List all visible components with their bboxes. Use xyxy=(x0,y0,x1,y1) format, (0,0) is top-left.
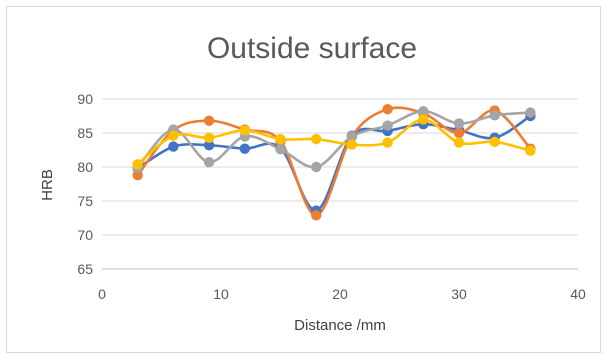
chart-title: Outside surface xyxy=(207,32,417,65)
data-point-series-3 xyxy=(453,118,465,129)
x-tick-labels: 0 10 20 30 40 xyxy=(98,286,586,302)
data-point-series-3 xyxy=(203,157,215,168)
y-tick-label: 80 xyxy=(77,159,93,175)
chart-frame xyxy=(6,6,601,353)
data-point-series-4 xyxy=(453,137,465,148)
data-point-series-4 xyxy=(489,136,500,148)
x-tick-label: 30 xyxy=(451,286,467,302)
data-point-series-2 xyxy=(132,169,143,181)
y-tick-label: 65 xyxy=(77,261,93,277)
data-point-series-4 xyxy=(275,133,286,145)
y-tick-label: 85 xyxy=(77,125,93,141)
series-line-2 xyxy=(136,106,532,217)
data-point-series-2 xyxy=(311,210,322,221)
series-line-1 xyxy=(136,114,532,212)
data-point-series-3 xyxy=(311,161,322,173)
y-tick-label: 70 xyxy=(77,227,93,243)
data-point-series-4 xyxy=(168,130,179,141)
data-point-series-4 xyxy=(132,159,143,170)
data-point-series-3 xyxy=(382,120,393,131)
data-point-series-4 xyxy=(203,132,215,143)
series-line-3 xyxy=(136,109,532,169)
data-point-series-3 xyxy=(525,107,536,118)
x-tick-label: 10 xyxy=(213,286,229,302)
y-tick-labels: 65 70 75 80 85 90 xyxy=(77,91,93,277)
data-point-series-4 xyxy=(525,145,536,156)
data-point-series-3 xyxy=(418,106,429,117)
y-tick-label: 90 xyxy=(77,91,93,107)
data-point-series-4 xyxy=(418,114,429,125)
x-tick-label: 20 xyxy=(332,286,348,302)
data-point-series-1 xyxy=(168,141,179,152)
data-point-series-1 xyxy=(203,140,215,151)
data-point-series-3 xyxy=(489,110,500,121)
y-axis-title: HRB xyxy=(39,169,56,201)
data-point-series-2 xyxy=(453,127,465,139)
data-point-series-3 xyxy=(346,131,358,142)
gridlines xyxy=(102,98,578,236)
series-lines xyxy=(136,106,532,217)
x-tick-label: 0 xyxy=(98,286,106,302)
series-markers xyxy=(132,104,536,221)
data-point-series-2 xyxy=(203,115,215,126)
data-point-series-1 xyxy=(239,143,250,154)
data-point-series-4 xyxy=(382,137,393,148)
data-point-series-4 xyxy=(346,139,358,150)
data-point-series-4 xyxy=(311,133,322,145)
data-point-series-2 xyxy=(382,104,393,115)
data-point-series-3 xyxy=(275,144,286,155)
y-tick-label: 75 xyxy=(77,193,93,209)
data-point-series-4 xyxy=(239,125,250,136)
x-axis-title: Distance /mm xyxy=(294,317,386,334)
x-tick-label: 40 xyxy=(570,286,586,302)
